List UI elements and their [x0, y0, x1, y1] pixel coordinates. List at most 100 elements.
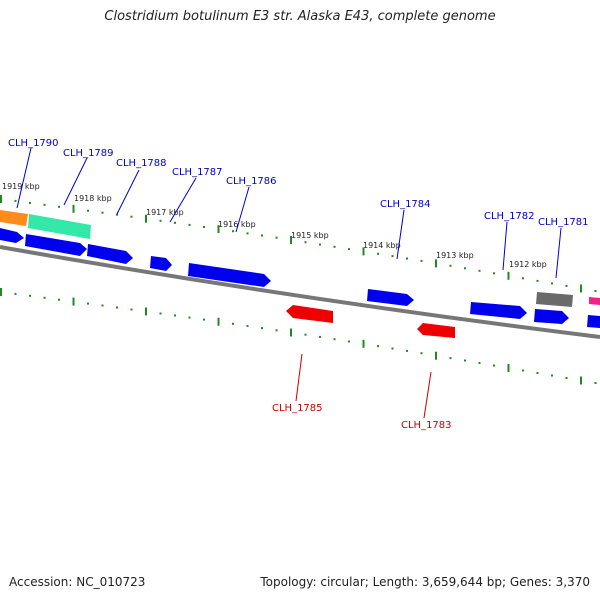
- minor-tick: [478, 362, 481, 364]
- minor-tick: [565, 284, 568, 287]
- gene-features: [0, 210, 600, 338]
- minor-tick: [87, 302, 89, 305]
- minor-tick: [348, 248, 350, 251]
- gene-label-clh-1782[interactable]: CLH_1782: [484, 211, 535, 222]
- gene-forward-5[interactable]: [188, 263, 271, 287]
- map-title: Clostridium botulinum E3 str. Alaska E43…: [104, 9, 496, 24]
- gene-label-clh-1786[interactable]: CLH_1786: [226, 176, 277, 187]
- gene-forward-3[interactable]: [87, 244, 133, 264]
- gene-label-clh-1787[interactable]: CLH_1787: [172, 167, 223, 178]
- gene-label-clh-1789[interactable]: CLH_1789: [63, 148, 114, 159]
- minor-tick: [43, 203, 46, 206]
- tick-label: 1912 kbp: [509, 260, 547, 269]
- gene-label-clh-1788[interactable]: CLH_1788: [116, 158, 167, 169]
- gene-orange[interactable]: [0, 210, 28, 226]
- major-tick: [362, 339, 365, 348]
- gene-reverse-clh-1785[interactable]: [286, 305, 333, 323]
- gene-green-clh-1789[interactable]: [28, 214, 91, 239]
- major-tick: [72, 297, 75, 306]
- tick-label: 1918 kbp: [74, 194, 112, 203]
- minor-tick: [449, 264, 452, 267]
- minor-tick: [333, 338, 336, 341]
- minor-tick: [275, 236, 278, 239]
- gene-label-clh-1790[interactable]: CLH_1790: [8, 138, 59, 149]
- minor-tick: [203, 318, 205, 321]
- gene-forward-1[interactable]: [0, 228, 24, 243]
- gene-forward-4[interactable]: [150, 256, 172, 271]
- minor-tick: [87, 209, 89, 212]
- outer-tick-track: [0, 195, 597, 293]
- gene-forward-7[interactable]: [470, 302, 527, 319]
- tick-labels: 1919 kbp 1918 kbp 1917 kbp 1916 kbp 1915…: [2, 182, 547, 269]
- minor-tick: [406, 349, 408, 352]
- major-tick: [0, 195, 2, 203]
- minor-tick: [14, 292, 17, 295]
- gene-label-clh-1783[interactable]: CLH_1783: [401, 420, 452, 431]
- minor-tick: [58, 298, 60, 301]
- major-tick: [0, 288, 2, 296]
- minor-tick: [159, 312, 162, 315]
- backbone-line: [0, 245, 600, 339]
- minor-tick: [261, 234, 263, 237]
- minor-tick: [420, 259, 423, 262]
- gene-forward-9[interactable]: [587, 315, 600, 328]
- minor-tick: [14, 199, 17, 202]
- minor-tick: [565, 377, 568, 379]
- gene-gray[interactable]: [536, 292, 573, 307]
- tick-label: 1916 kbp: [218, 220, 256, 229]
- gene-label-clh-1784[interactable]: CLH_1784: [380, 199, 431, 210]
- gene-magenta[interactable]: [589, 297, 600, 305]
- tick-label: 1913 kbp: [436, 251, 474, 260]
- minor-tick: [594, 382, 597, 384]
- major-tick: [507, 364, 510, 372]
- minor-tick: [29, 294, 31, 297]
- minor-tick: [58, 205, 60, 208]
- minor-tick: [159, 219, 162, 222]
- minor-tick: [551, 374, 553, 377]
- genome-summary-text: Topology: circular; Length: 3,659,644 bp…: [260, 575, 590, 589]
- major-tick: [217, 317, 220, 326]
- tick-label: 1919 kbp: [2, 182, 40, 191]
- minor-tick: [319, 335, 321, 338]
- gene-label-clh-1785[interactable]: CLH_1785: [272, 403, 323, 414]
- minor-tick: [130, 308, 133, 311]
- minor-tick: [246, 232, 249, 235]
- minor-tick: [551, 282, 553, 285]
- major-tick: [507, 271, 510, 280]
- minor-tick: [464, 359, 466, 362]
- minor-tick: [522, 277, 524, 280]
- minor-tick: [333, 245, 336, 248]
- minor-tick: [261, 327, 263, 330]
- minor-tick: [174, 221, 176, 224]
- minor-tick: [478, 269, 481, 272]
- major-tick: [580, 376, 582, 385]
- major-tick: [145, 214, 147, 223]
- minor-tick: [275, 329, 278, 332]
- minor-tick: [493, 272, 495, 275]
- minor-tick: [101, 211, 104, 214]
- minor-tick: [464, 267, 466, 270]
- major-tick: [290, 236, 292, 244]
- major-tick: [435, 259, 437, 268]
- minor-tick: [203, 226, 205, 228]
- minor-tick: [246, 325, 249, 327]
- tick-label: 1914 kbp: [363, 241, 401, 250]
- minor-tick: [130, 215, 133, 218]
- gene-forward-8[interactable]: [534, 309, 569, 324]
- major-tick: [72, 204, 75, 213]
- minor-tick: [174, 314, 176, 317]
- accession-text: Accession: NC_010723: [9, 575, 146, 589]
- minor-tick: [304, 241, 307, 244]
- gene-forward-6[interactable]: [367, 289, 414, 306]
- major-tick: [290, 328, 292, 337]
- minor-tick: [536, 279, 539, 282]
- major-tick: [217, 225, 220, 234]
- minor-tick: [304, 333, 307, 336]
- major-tick: [580, 284, 582, 293]
- minor-tick: [406, 257, 408, 260]
- gene-label-clh-1781[interactable]: CLH_1781: [538, 217, 589, 228]
- gene-reverse-clh-1783[interactable]: [417, 323, 455, 338]
- gene-forward-2[interactable]: [25, 234, 87, 256]
- minor-tick: [29, 201, 31, 204]
